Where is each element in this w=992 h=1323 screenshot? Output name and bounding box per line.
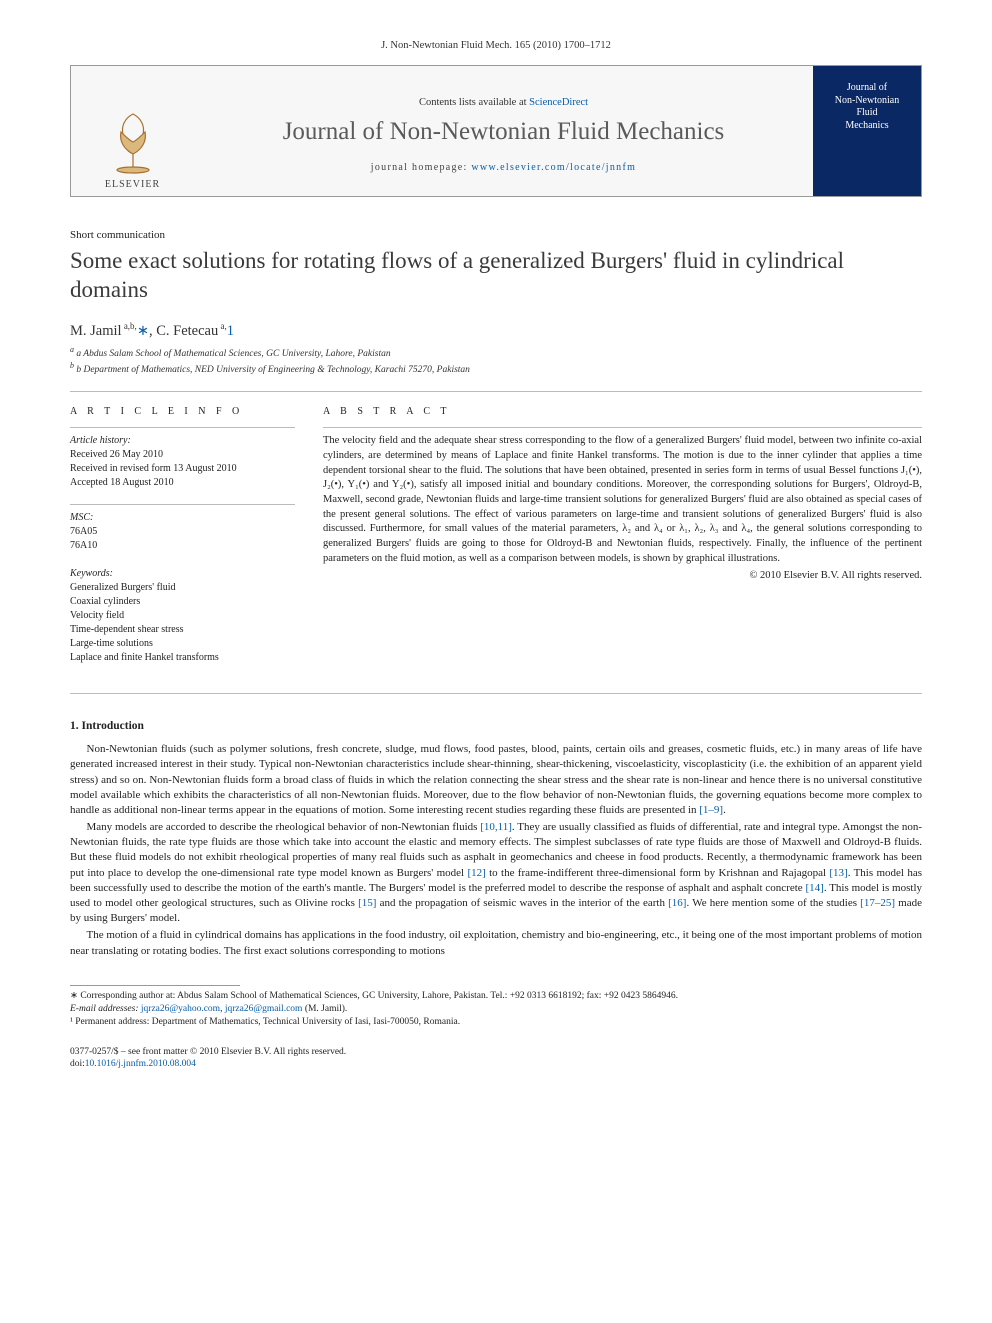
article-title: Some exact solutions for rotating flows …: [70, 247, 922, 305]
sciencedirect-link[interactable]: ScienceDirect: [529, 97, 588, 108]
msc-block: MSC: 76A05 76A10: [70, 511, 295, 553]
divider: [70, 391, 922, 392]
abstract-heading: A B S T R A C T: [323, 406, 922, 417]
citation-link[interactable]: [1–9]: [699, 804, 723, 816]
divider: [70, 693, 922, 694]
publisher-label: ELSEVIER: [105, 179, 160, 190]
history-line: Received in revised form 13 August 2010: [70, 463, 237, 474]
abstract-copyright: © 2010 Elsevier B.V. All rights reserved…: [323, 570, 922, 581]
info-abstract-row: A R T I C L E I N F O Article history: R…: [70, 406, 922, 679]
journal-reference: J. Non-Newtonian Fluid Mech. 165 (2010) …: [70, 40, 922, 51]
msc-label: MSC:: [70, 512, 93, 523]
article-info-column: A R T I C L E I N F O Article history: R…: [70, 406, 295, 679]
author-list: M. Jamil a,b,∗, C. Fetecau a,1: [70, 321, 922, 340]
contents-line: Contents lists available at ScienceDirec…: [419, 97, 588, 108]
author-affil-marker: a,b,: [122, 321, 137, 331]
article-history: Article history: Received 26 May 2010 Re…: [70, 434, 295, 490]
keyword: Coaxial cylinders: [70, 596, 140, 607]
body-paragraph: The motion of a fluid in cylindrical dom…: [70, 928, 922, 958]
footnotes: ∗ Corresponding author at: Abdus Salam S…: [70, 990, 922, 1030]
publisher-block: ELSEVIER: [71, 66, 194, 196]
contents-prefix: Contents lists available at: [419, 97, 529, 108]
doi-link[interactable]: 10.1016/j.jnnfm.2010.08.004: [85, 1059, 196, 1069]
keyword: Velocity field: [70, 610, 124, 621]
email-line: E-mail addresses: jqrza26@yahoo.com, jqr…: [70, 1003, 922, 1016]
masthead-center: Contents lists available at ScienceDirec…: [194, 66, 813, 196]
page: J. Non-Newtonian Fluid Mech. 165 (2010) …: [0, 0, 992, 1101]
msc-code: 76A05: [70, 526, 97, 537]
journal-masthead: ELSEVIER Contents lists available at Sci…: [70, 65, 922, 197]
keyword: Laplace and finite Hankel transforms: [70, 652, 219, 663]
cover-title: Journal of Non-Newtonian Fluid Mechanics: [835, 82, 899, 132]
keyword: Large-time solutions: [70, 638, 153, 649]
homepage-link[interactable]: www.elsevier.com/locate/jnnfm: [471, 162, 636, 173]
citation-link[interactable]: [16]: [668, 897, 686, 909]
bottom-meta: 0377-0257/$ – see front matter © 2010 El…: [70, 1046, 922, 1072]
corresponding-marker[interactable]: ∗: [137, 322, 149, 338]
elsevier-tree-icon: [103, 107, 163, 177]
keywords-label: Keywords:: [70, 568, 113, 579]
footnote-rule: [70, 985, 240, 986]
front-matter-line: 0377-0257/$ – see front matter © 2010 El…: [70, 1046, 922, 1059]
homepage-prefix: journal homepage:: [371, 162, 472, 173]
divider: [323, 427, 922, 428]
history-line: Received 26 May 2010: [70, 449, 163, 460]
citation-link[interactable]: [13]: [829, 867, 847, 879]
history-label: Article history:: [70, 435, 131, 446]
author-affil-marker: a,: [218, 321, 227, 331]
email-link[interactable]: jqrza26@gmail.com: [225, 1004, 303, 1014]
keyword: Time-dependent shear stress: [70, 624, 184, 635]
homepage-line: journal homepage: www.elsevier.com/locat…: [371, 162, 636, 173]
msc-code: 76A10: [70, 540, 97, 551]
footnote-marker[interactable]: 1: [227, 322, 234, 338]
citation-link[interactable]: [14]: [806, 882, 824, 894]
email-label: E-mail addresses:: [70, 1004, 141, 1014]
cover-line: Mechanics: [835, 120, 899, 133]
divider: [70, 427, 295, 428]
abstract-column: A B S T R A C T The velocity field and t…: [323, 406, 922, 679]
cover-line: Fluid: [835, 107, 899, 120]
affiliation: a a Abdus Salam School of Mathematical S…: [70, 345, 922, 377]
doi-line: doi:10.1016/j.jnnfm.2010.08.004: [70, 1058, 922, 1071]
email-link[interactable]: jqrza26@yahoo.com: [141, 1004, 220, 1014]
journal-cover: Journal of Non-Newtonian Fluid Mechanics: [813, 66, 921, 196]
history-line: Accepted 18 August 2010: [70, 477, 174, 488]
divider: [70, 504, 295, 505]
abstract-text: The velocity field and the adequate shea…: [323, 434, 922, 566]
body-paragraph: Many models are accorded to describe the…: [70, 820, 922, 926]
cover-line: Journal of: [835, 82, 899, 95]
permanent-address-note: ¹ Permanent address: Department of Mathe…: [70, 1016, 922, 1029]
cover-line: Non-Newtonian: [835, 95, 899, 108]
citation-link[interactable]: [15]: [358, 897, 376, 909]
article-info-heading: A R T I C L E I N F O: [70, 406, 295, 417]
corresponding-author-note: ∗ Corresponding author at: Abdus Salam S…: [70, 990, 922, 1003]
section-heading: 1. Introduction: [70, 720, 922, 732]
body-paragraph: Non-Newtonian fluids (such as polymer so…: [70, 742, 922, 818]
article-section-type: Short communication: [70, 229, 922, 241]
citation-link[interactable]: [10,11]: [480, 821, 512, 833]
citation-link[interactable]: [17–25]: [860, 897, 895, 909]
keywords-block: Keywords: Generalized Burgers' fluid Coa…: [70, 567, 295, 665]
journal-title: Journal of Non-Newtonian Fluid Mechanics: [283, 118, 725, 146]
citation-link[interactable]: [12]: [467, 867, 485, 879]
keyword: Generalized Burgers' fluid: [70, 582, 175, 593]
